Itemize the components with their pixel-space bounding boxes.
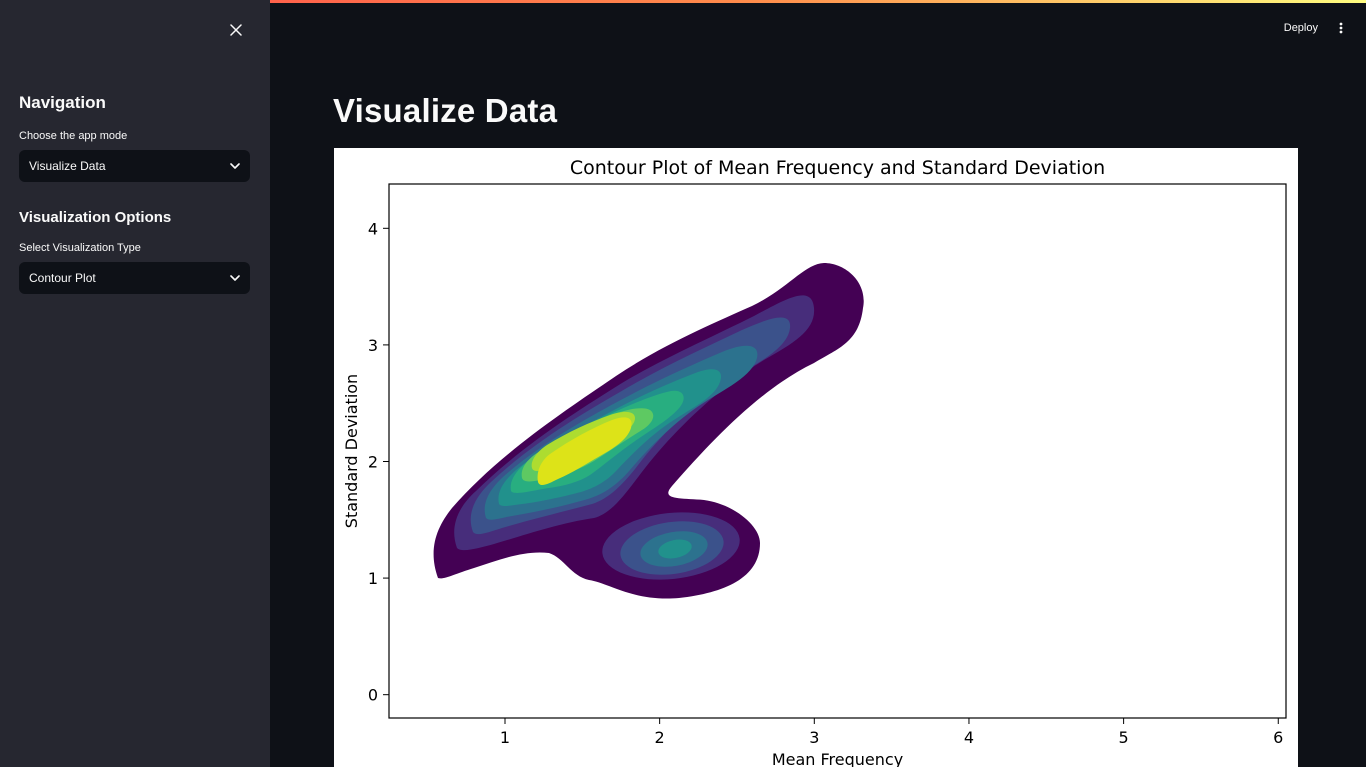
visualization-options-heading: Visualization Options — [19, 209, 172, 226]
x-axis-label: Mean Frequency — [772, 750, 903, 767]
x-tick-label: 6 — [1273, 728, 1283, 747]
x-tick-label: 2 — [655, 728, 665, 747]
x-tick-label: 1 — [500, 728, 510, 747]
chart-title: Contour Plot of Mean Frequency and Stand… — [570, 157, 1105, 179]
main-menu-button[interactable] — [1334, 18, 1348, 38]
chevron-down-icon — [230, 163, 240, 169]
close-sidebar-button[interactable] — [224, 18, 248, 42]
app-mode-select[interactable]: Visualize Data — [19, 150, 250, 182]
top-accent-bar — [0, 0, 1366, 3]
sidebar: Navigation Choose the app mode Visualize… — [0, 0, 270, 767]
visualization-type-label: Select Visualization Type — [19, 242, 141, 254]
close-icon — [230, 24, 242, 36]
y-tick-label: 3 — [368, 336, 378, 355]
y-tick-label: 2 — [368, 452, 378, 471]
contour-level-8 — [537, 417, 632, 486]
x-axis: 1 2 3 4 5 6 — [500, 718, 1283, 747]
deploy-button[interactable]: Deploy — [1283, 22, 1318, 34]
x-tick-label: 3 — [809, 728, 819, 747]
plot-frame — [388, 183, 1287, 719]
y-tick-label: 0 — [368, 686, 378, 705]
app-mode-label: Choose the app mode — [19, 130, 128, 142]
visualization-type-select[interactable]: Contour Plot — [19, 262, 250, 294]
more-vertical-icon — [1339, 22, 1343, 34]
y-tick-label: 1 — [368, 569, 378, 588]
y-axis-label: Standard Deviation — [342, 374, 361, 528]
x-tick-label: 5 — [1119, 728, 1129, 747]
visualization-type-value: Contour Plot — [29, 271, 96, 285]
y-axis: 0 1 2 3 4 — [368, 219, 389, 705]
app-header-actions: Deploy — [1284, 18, 1348, 38]
chart-svg: Contour Plot of Mean Frequency and Stand… — [342, 157, 1287, 767]
contour-chart: Contour Plot of Mean Frequency and Stand… — [334, 148, 1298, 767]
navigation-heading: Navigation — [19, 93, 106, 112]
y-tick-label: 4 — [368, 219, 378, 238]
contour-fills — [433, 263, 864, 599]
app-mode-value: Visualize Data — [29, 159, 106, 173]
x-tick-label: 4 — [964, 728, 974, 747]
page-title: Visualize Data — [333, 92, 558, 129]
contour-secondary-level-4 — [658, 539, 692, 559]
chevron-down-icon — [230, 275, 240, 281]
